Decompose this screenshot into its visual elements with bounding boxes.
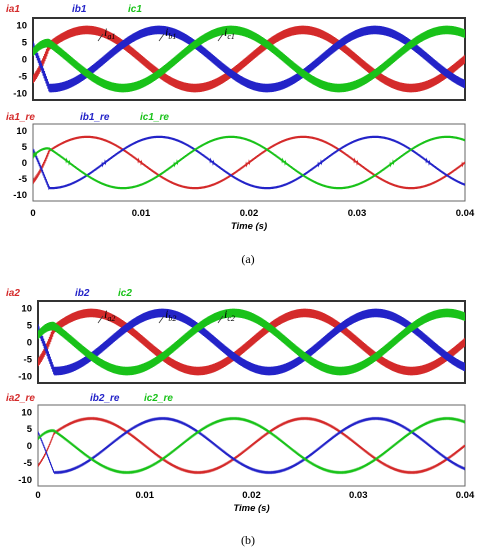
y-tick-label: 5 bbox=[22, 37, 28, 48]
legend-ib2: ib2 bbox=[75, 288, 90, 299]
legend-ic2_re: ic2_re bbox=[144, 393, 173, 404]
y-tick-label: 5 bbox=[22, 142, 28, 153]
x-tick-label: 0.02 bbox=[242, 490, 261, 501]
annotation-pointer bbox=[97, 315, 104, 324]
annotation-pointer bbox=[158, 315, 165, 324]
series-line-ic2_re bbox=[38, 416, 465, 475]
annotation-ic2: ic2 bbox=[224, 307, 235, 323]
y-tick-label: 0 bbox=[22, 55, 27, 66]
annotation-ic1: ic1 bbox=[224, 25, 235, 41]
x-tick-label: 0 bbox=[35, 490, 40, 501]
annotation-ia2: ia2 bbox=[104, 307, 115, 323]
legend-ia1_re: ia1_re bbox=[6, 112, 35, 123]
y-tick-label: 5 bbox=[27, 320, 33, 331]
series-line-ib1_re bbox=[33, 135, 465, 191]
series-line-ia1_re bbox=[33, 135, 465, 190]
legend-ic1: ic1 bbox=[128, 4, 142, 15]
x-axis-label: Time (s) bbox=[233, 503, 269, 514]
legend-ib1: ib1 bbox=[72, 4, 87, 15]
y-tick-label: -5 bbox=[24, 355, 33, 366]
legend-ib1_re: ib1_re bbox=[80, 112, 110, 123]
annotation-pointer bbox=[217, 33, 224, 42]
x-tick-label: 0.01 bbox=[132, 208, 151, 219]
y-tick-label: 10 bbox=[16, 126, 27, 137]
x-tick-label: 0.04 bbox=[456, 208, 475, 219]
y-tick-label: -10 bbox=[18, 372, 32, 383]
annotation-pointer bbox=[97, 33, 104, 42]
x-tick-label: 0.03 bbox=[348, 208, 367, 219]
x-tick-label: 0.01 bbox=[136, 490, 155, 501]
x-axis-label: Time (s) bbox=[231, 221, 267, 232]
x-tick-label: 0.02 bbox=[240, 208, 259, 219]
annotation-ia1: ia1 bbox=[104, 25, 115, 41]
series-line-ib1 bbox=[33, 25, 465, 93]
series-line-ib2_re bbox=[38, 416, 465, 475]
y-tick-label: 5 bbox=[27, 424, 33, 435]
x-tick-label: 0 bbox=[30, 208, 35, 219]
caption-a: (a) bbox=[241, 252, 254, 266]
series-line-ic1 bbox=[33, 25, 465, 93]
legend-ib2_re: ib2_re bbox=[90, 393, 120, 404]
legend-ia2_re: ia2_re bbox=[6, 393, 35, 404]
legend-ic1_re: ic1_re bbox=[140, 112, 169, 123]
annotation-pointer bbox=[158, 33, 165, 42]
series-line-ic1_re bbox=[33, 135, 465, 190]
y-tick-label: 0 bbox=[27, 338, 32, 349]
y-tick-label: -10 bbox=[13, 190, 27, 201]
series-line-ia2 bbox=[38, 308, 465, 376]
series-line-ia1 bbox=[33, 25, 465, 93]
legend-ic2: ic2 bbox=[118, 288, 132, 299]
y-tick-label: 0 bbox=[27, 441, 32, 452]
annotation-pointer bbox=[217, 315, 224, 324]
y-tick-label: 0 bbox=[22, 158, 27, 169]
x-tick-label: 0.04 bbox=[456, 490, 475, 501]
y-tick-label: 10 bbox=[21, 303, 32, 314]
y-tick-label: -5 bbox=[19, 174, 28, 185]
y-tick-label: -5 bbox=[19, 72, 28, 83]
y-tick-label: 10 bbox=[16, 20, 27, 31]
chart-panel-a-top: 10 5 0 -5 -10 ia1 ib1 ic1 ia1 ib1 ic1 bbox=[6, 4, 466, 101]
caption-b: (b) bbox=[241, 533, 255, 547]
y-tick-label: 10 bbox=[21, 407, 32, 418]
legend-ia1: ia1 bbox=[6, 4, 20, 15]
x-tick-label: 0.03 bbox=[349, 490, 368, 501]
annotation-ib1: ib1 bbox=[165, 25, 176, 41]
series-line-ia2_re bbox=[38, 416, 465, 475]
legend-ia2: ia2 bbox=[6, 288, 20, 299]
annotation-ib2: ib2 bbox=[165, 307, 176, 323]
series-line-ic2 bbox=[38, 308, 465, 376]
y-tick-label: -5 bbox=[24, 458, 33, 469]
y-tick-label: -10 bbox=[13, 89, 27, 100]
series-line-ib2 bbox=[38, 308, 465, 376]
y-tick-label: -10 bbox=[18, 475, 32, 486]
